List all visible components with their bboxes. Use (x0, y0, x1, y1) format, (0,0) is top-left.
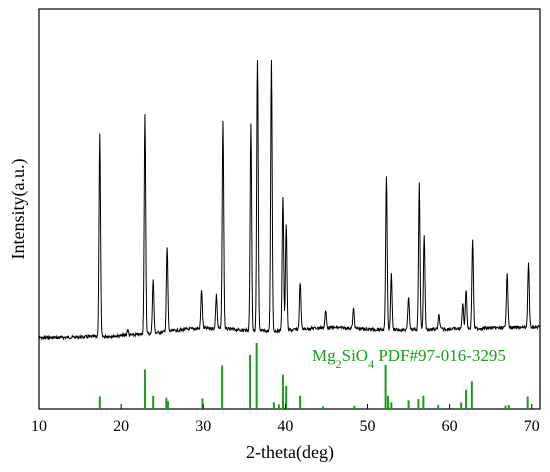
x-tick-label-4: 50 (360, 418, 376, 435)
plot-frame (38, 8, 541, 410)
x-tick-label-0: 10 (31, 418, 47, 435)
x-axis-ticks: 10 20 30 40 50 60 70 (31, 404, 540, 435)
y-axis-label: Intensity(a.u.) (8, 159, 29, 260)
reference-lines (98, 343, 529, 409)
x-axis-label: 2-theta(deg) (246, 442, 334, 463)
x-tick-label-3: 40 (277, 418, 293, 435)
reference-label: Mg2SiO4 PDF#97-016-3295 (312, 346, 506, 371)
xrd-pattern-line (38, 59, 541, 341)
x-tick-label-6: 70 (524, 418, 540, 435)
x-tick-label-2: 30 (195, 418, 211, 435)
x-tick-label-5: 60 (442, 418, 458, 435)
x-tick-label-1: 20 (113, 418, 129, 435)
